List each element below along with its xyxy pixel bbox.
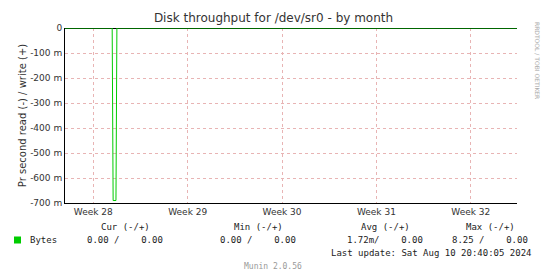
svg-text:0: 0: [56, 23, 62, 33]
svg-text:Pr second read (-) / write (+): Pr second read (-) / write (+): [17, 44, 28, 187]
svg-text:Week 28: Week 28: [74, 207, 113, 217]
svg-text:Disk throughput for /dev/sr0 -: Disk throughput for /dev/sr0 - by month: [154, 11, 393, 25]
svg-text:Munin 2.0.56: Munin 2.0.56: [244, 262, 302, 271]
svg-text:1.72m/ 0.00: 1.72m/ 0.00: [347, 235, 423, 245]
svg-text:Week 29: Week 29: [168, 207, 207, 217]
svg-text:Week 32: Week 32: [451, 207, 490, 217]
svg-text:8.25 / 0.00: 8.25 / 0.00: [452, 235, 528, 245]
svg-text:Last update: Sat Aug 10 20:40:: Last update: Sat Aug 10 20:40:05 2024: [331, 248, 531, 258]
svg-text:-300 m: -300 m: [30, 98, 62, 108]
svg-text:Max (-/+): Max (-/+): [466, 222, 515, 232]
svg-text:Week 30: Week 30: [263, 207, 302, 217]
svg-text:Cur (-/+): Cur (-/+): [101, 222, 150, 232]
svg-text:-500 m: -500 m: [30, 148, 62, 158]
svg-text:Min (-/+): Min (-/+): [234, 222, 283, 232]
svg-text:0.00 / 0.00: 0.00 / 0.00: [220, 235, 296, 245]
svg-text:Avg (-/+): Avg (-/+): [361, 222, 410, 232]
svg-text:-700 m: -700 m: [30, 198, 62, 208]
svg-text:Week 31: Week 31: [357, 207, 396, 217]
svg-text:-400 m: -400 m: [30, 123, 62, 133]
svg-text:-100 m: -100 m: [30, 48, 62, 58]
svg-text:RRDTOOL / TOBI OETIKER: RRDTOOL / TOBI OETIKER: [534, 22, 541, 99]
svg-text:-600 m: -600 m: [30, 173, 62, 183]
svg-text:-200 m: -200 m: [30, 73, 62, 83]
svg-text:0.00 / 0.00: 0.00 / 0.00: [87, 235, 163, 245]
svg-text:Bytes: Bytes: [30, 235, 57, 245]
